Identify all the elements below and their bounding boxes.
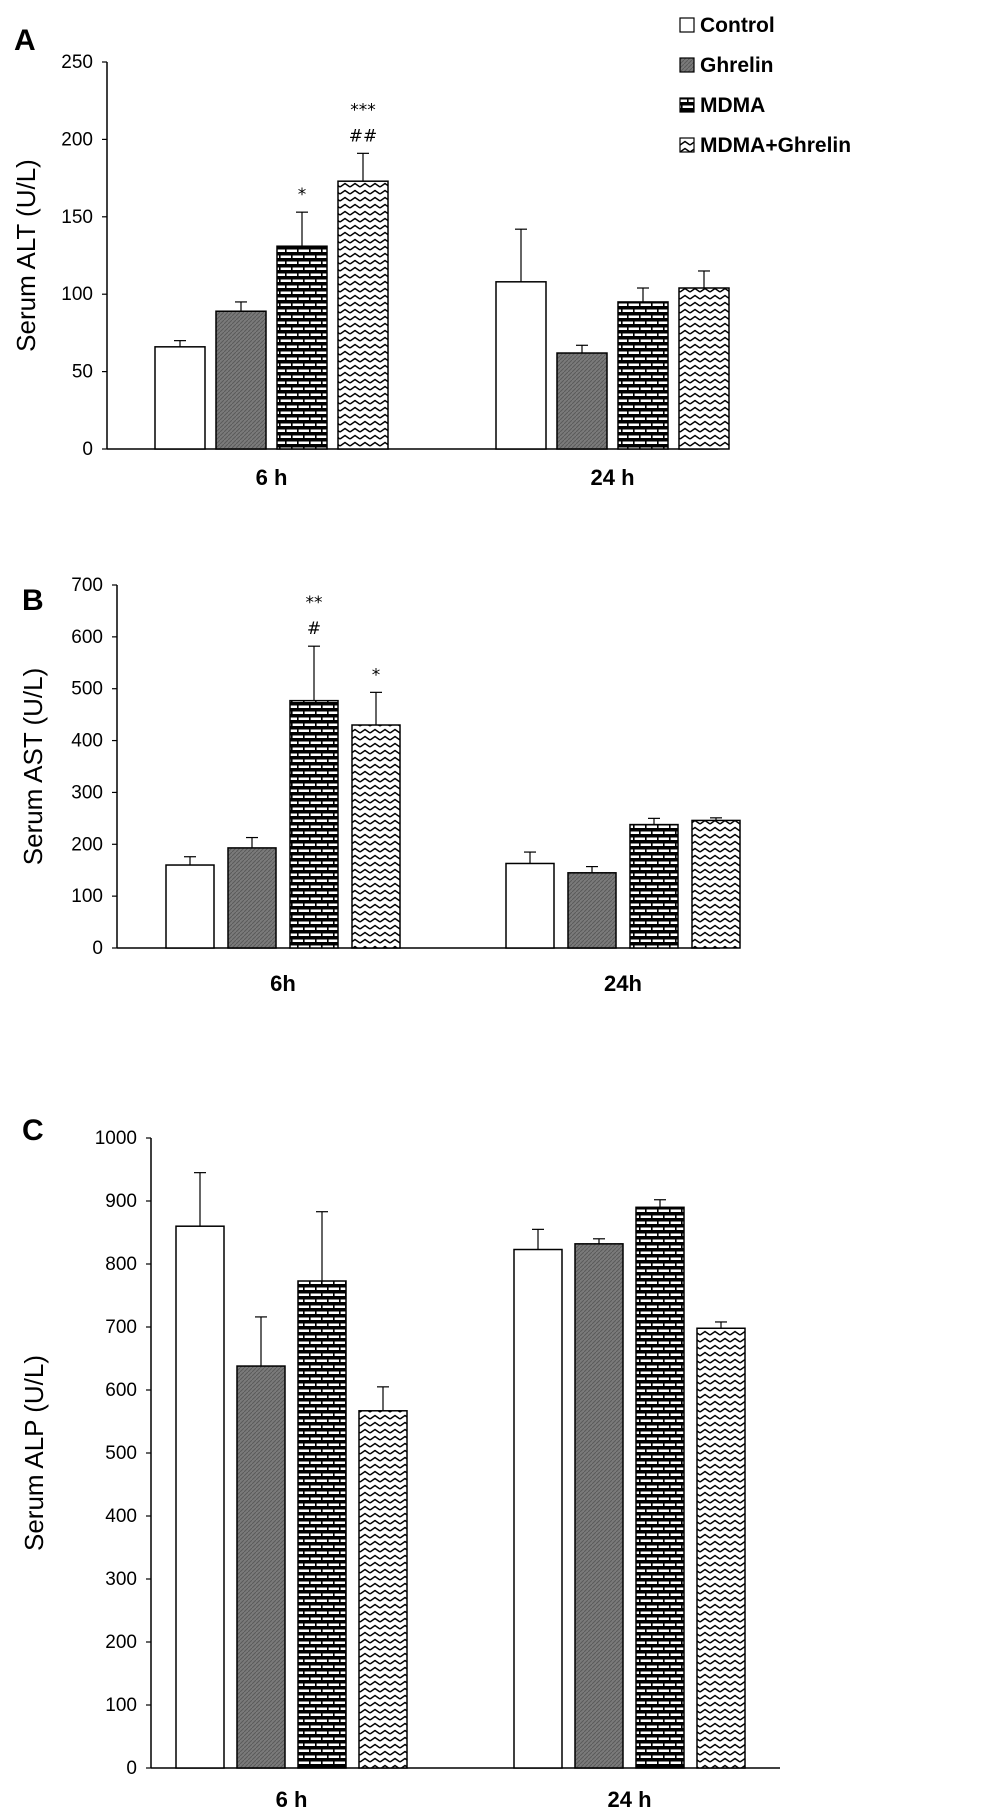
y-tick-label: 250 xyxy=(61,52,93,73)
bar xyxy=(556,352,608,450)
significance-label: * xyxy=(372,665,381,685)
y-tick-label: 500 xyxy=(71,679,103,700)
panel-letter: C xyxy=(22,1114,44,1147)
bar xyxy=(513,1248,563,1769)
legend-swatch xyxy=(679,57,695,73)
y-tick-label: 400 xyxy=(71,731,103,752)
bar xyxy=(337,180,389,450)
bar xyxy=(678,287,730,450)
significance-label: * xyxy=(298,185,307,205)
legend-swatch xyxy=(679,17,695,33)
y-tick-label: 200 xyxy=(105,1632,137,1653)
y-tick-label: 100 xyxy=(61,284,93,305)
legend-swatch xyxy=(679,137,695,153)
panel-a: A 0 50 100 150 200 250 Serum ALT (U/L) * ## *** 6 h… xyxy=(11,24,730,490)
y-axis-title: Serum AST (U/L) xyxy=(18,668,48,865)
y-tick-label: 800 xyxy=(105,1254,137,1275)
panel-b: B 0 100 200 300 400 500 600 700 Serum AST (U/L) # *… xyxy=(18,575,741,996)
legend-label: Ghrelin xyxy=(700,54,774,77)
bar xyxy=(567,872,617,949)
y-tick-label: 300 xyxy=(105,1569,137,1590)
y-tick-label: 200 xyxy=(71,834,103,855)
y-tick-label: 1000 xyxy=(95,1128,137,1149)
bar xyxy=(505,862,555,949)
y-tick-label: 0 xyxy=(92,938,103,959)
bar xyxy=(215,310,267,450)
bar xyxy=(289,699,339,949)
legend-label: MDMA+Ghrelin xyxy=(700,134,851,157)
y-tick-label: 150 xyxy=(61,207,93,228)
y-tick-label: 100 xyxy=(105,1695,137,1716)
y-tick-label: 0 xyxy=(82,439,93,460)
category-label: 6 h xyxy=(276,1787,308,1812)
bar xyxy=(635,1206,685,1769)
category-label: 6 h xyxy=(256,465,288,490)
bar xyxy=(574,1243,624,1769)
significance-label: ## xyxy=(349,126,378,146)
bar xyxy=(236,1365,286,1769)
y-axis-title: Serum ALP (U/L) xyxy=(19,1355,49,1551)
bar xyxy=(358,1410,408,1769)
significance-label: # xyxy=(307,619,321,639)
y-tick-label: 200 xyxy=(61,129,93,150)
y-tick-label: 0 xyxy=(126,1758,137,1779)
y-axis-title: Serum ALT (U/L) xyxy=(11,159,41,352)
y-tick-label: 400 xyxy=(105,1506,137,1527)
y-tick-label: 600 xyxy=(71,627,103,648)
bar xyxy=(696,1327,746,1769)
legend-swatch xyxy=(679,97,695,113)
bar xyxy=(351,724,401,949)
y-tick-label: 700 xyxy=(105,1317,137,1338)
bar xyxy=(691,819,741,949)
y-tick-label: 600 xyxy=(105,1380,137,1401)
category-label: 24h xyxy=(604,971,642,996)
bar xyxy=(276,245,328,450)
bar xyxy=(165,864,215,949)
y-tick-label: 300 xyxy=(71,782,103,803)
significance-label: *** xyxy=(350,100,376,120)
bar xyxy=(227,847,277,949)
bar xyxy=(175,1225,225,1769)
panel-letter: B xyxy=(22,584,44,617)
y-tick-label: 100 xyxy=(71,886,103,907)
panel-letter: A xyxy=(14,24,36,57)
category-label: 24 h xyxy=(590,465,634,490)
bar xyxy=(495,281,547,450)
category-label: 24 h xyxy=(607,1787,651,1812)
legend: Control Ghrelin MDMA MDMA+Ghrelin xyxy=(679,14,851,157)
significance-label: ** xyxy=(306,593,323,613)
bar xyxy=(154,346,206,450)
y-tick-label: 500 xyxy=(105,1443,137,1464)
panel-c: C 0 100 200 300 400 500 600 700 800 900 1000 Serum A… xyxy=(19,1114,780,1812)
bar xyxy=(629,823,679,949)
y-tick-label: 700 xyxy=(71,575,103,596)
legend-label: MDMA xyxy=(700,94,765,117)
y-tick-label: 900 xyxy=(105,1191,137,1212)
category-label: 6h xyxy=(270,971,296,996)
bar xyxy=(617,301,669,450)
y-tick-label: 50 xyxy=(72,362,93,383)
bar xyxy=(297,1280,347,1769)
legend-label: Control xyxy=(700,14,775,37)
